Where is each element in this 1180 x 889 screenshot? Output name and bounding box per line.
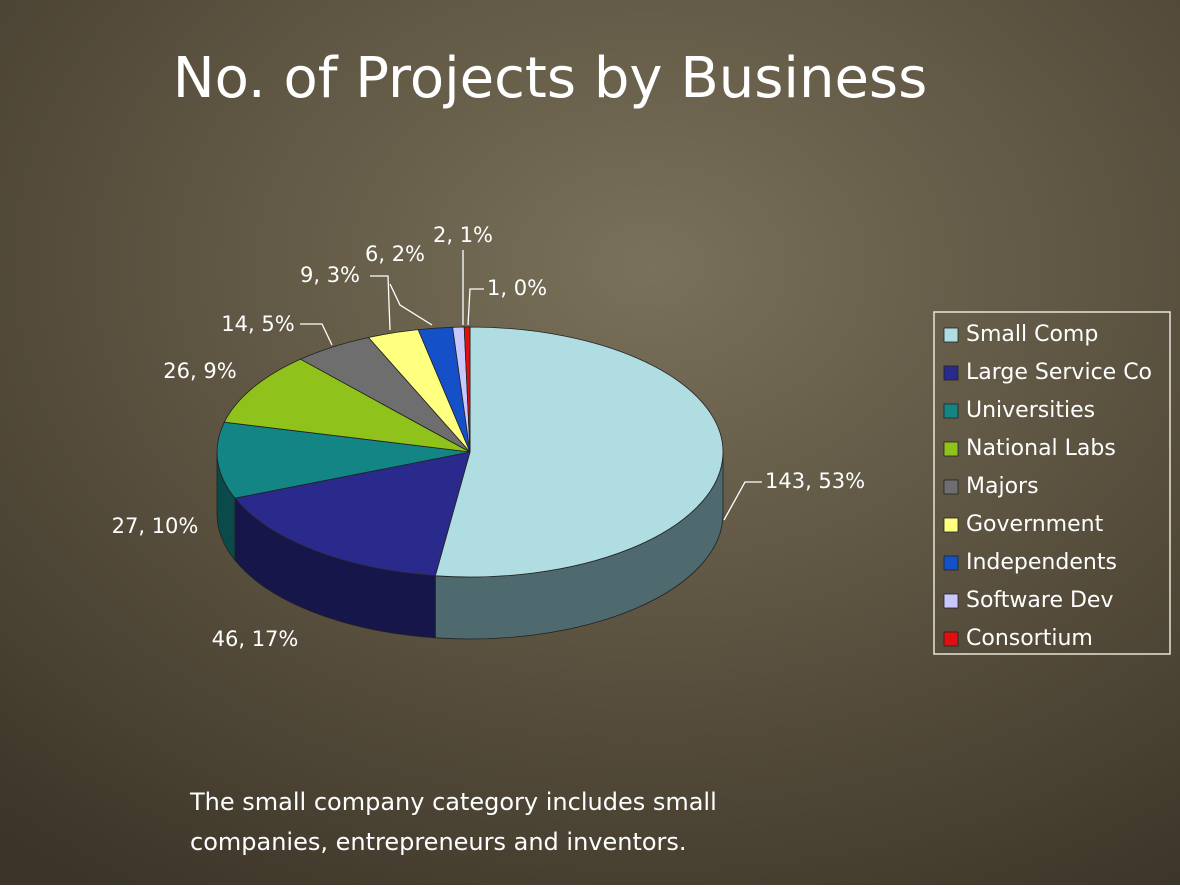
data-label: 143, 53%: [765, 469, 865, 493]
legend-box: [933, 311, 1171, 655]
legend-swatch: [943, 441, 959, 457]
leader-lines: [300, 250, 762, 521]
data-label: 46, 17%: [212, 627, 299, 651]
slice: [234, 451, 471, 577]
legend-swatch: [943, 403, 959, 419]
data-label: 1, 0%: [487, 276, 547, 300]
legend-swatch: [943, 327, 959, 343]
footnote: The small company category includes smal…: [189, 788, 717, 816]
legend-label: Consortium: [966, 626, 1093, 651]
legend-label: Universities: [966, 398, 1095, 423]
legend-label: Independents: [966, 550, 1117, 575]
legend-swatch: [943, 517, 959, 533]
legend-swatch: [943, 593, 959, 609]
slice: [223, 358, 471, 453]
slice: [216, 421, 471, 499]
chart-title: No. of Projects by Business: [173, 46, 928, 111]
legend-swatch: [943, 631, 959, 647]
data-label: 6, 2%: [365, 242, 425, 266]
slice: [434, 326, 724, 578]
legend-label: Majors: [966, 474, 1039, 499]
data-label: 2, 1%: [433, 223, 493, 247]
legend-label: National Labs: [966, 436, 1116, 461]
legend-label: Large Service Co: [966, 360, 1152, 385]
data-label: 9, 3%: [300, 263, 360, 287]
data-label: 14, 5%: [221, 312, 294, 336]
data-label: 27, 10%: [112, 514, 199, 538]
legend-swatch: [943, 479, 959, 495]
legend-label: Small Comp: [966, 322, 1098, 347]
legend-swatch: [943, 365, 959, 381]
slice: [463, 326, 471, 453]
data-label: 26, 9%: [163, 359, 236, 383]
legend-label: Government: [966, 512, 1104, 537]
legend-label: Software Dev: [966, 588, 1113, 613]
legend-swatch: [943, 555, 959, 571]
footnote: companies, entrepreneurs and inventors.: [190, 828, 687, 856]
